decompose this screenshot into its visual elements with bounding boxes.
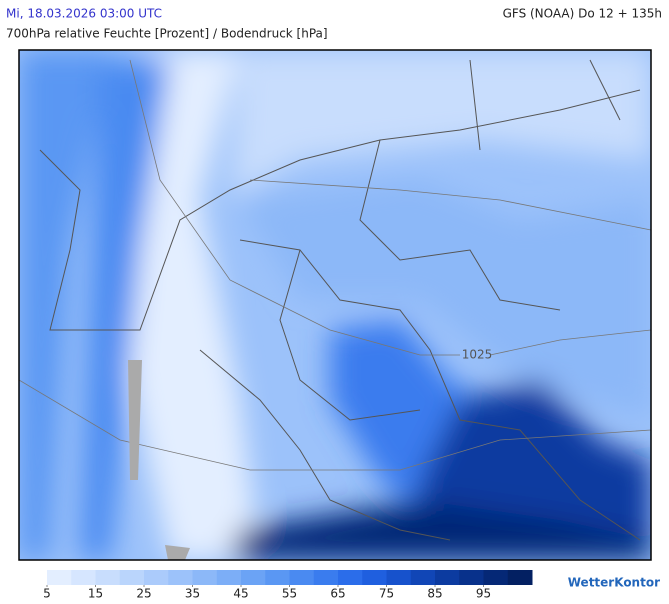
color-bin (168, 570, 193, 585)
colorbar-tick-label: 35 (185, 587, 200, 601)
isobar-label: 1025 (462, 348, 493, 362)
color-bin (386, 570, 412, 585)
color-bin (435, 570, 460, 585)
color-bin (459, 570, 484, 585)
color-bin (144, 570, 169, 585)
color-bin (95, 570, 121, 585)
color-bin (313, 570, 339, 585)
colorbar-tick-label: 85 (427, 587, 442, 601)
subtitle: 700hPa relative Feuchte [Prozent] / Bode… (6, 27, 328, 41)
model-run: GFS (NOAA) Do 12 + 135h (503, 7, 662, 21)
color-bin (241, 570, 266, 585)
colorbar-tick-label: 5 (43, 587, 51, 601)
color-bin (265, 570, 290, 585)
colorbar-tick-label: 75 (379, 587, 394, 601)
terrain-mask (128, 360, 142, 480)
color-bin (410, 570, 436, 585)
color-bin (71, 570, 96, 585)
map-area: 1025 (19, 50, 651, 560)
isobars (19, 59, 651, 471)
colorbar-tick-label: 25 (136, 587, 151, 601)
humidity-field (19, 50, 651, 560)
map-frame (18, 49, 652, 561)
colorbar-tick-label: 55 (282, 587, 297, 601)
colorbar-tick-label: 95 (476, 587, 491, 601)
color-bin (216, 570, 242, 585)
color-bin (338, 570, 363, 585)
datetime: Mi, 18.03.2026 03:00 UTC (6, 7, 162, 21)
borders (39, 59, 641, 541)
color-bin (192, 570, 218, 585)
color-bin (483, 570, 509, 585)
brand-logo: WetterKontor (568, 576, 660, 590)
colorbar-tick-label: 15 (88, 587, 103, 601)
color-bin (289, 570, 315, 585)
colorbar: 5 15 25 35 45 55 65 75 85 95 (43, 570, 533, 601)
color-bin (47, 570, 72, 585)
color-bin (507, 570, 533, 585)
colorbar-tick-label: 45 (233, 587, 248, 601)
colorbar-tick-label: 65 (330, 587, 345, 601)
color-bin (362, 570, 387, 585)
terrain-mask (165, 545, 190, 560)
color-bin (119, 570, 145, 585)
